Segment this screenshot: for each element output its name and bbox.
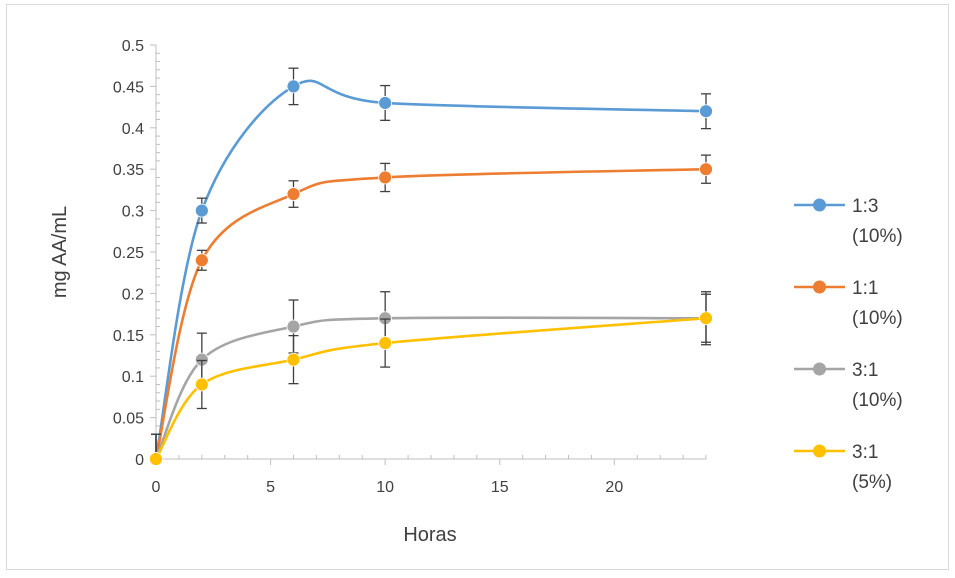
y-tick-label: 0.2: [122, 286, 144, 303]
series-line: [154, 316, 707, 460]
legend-entry-2: 1:1 (10%): [794, 278, 903, 329]
chart-frame: [6, 4, 949, 570]
data-point: [699, 162, 713, 177]
y-tick-label: 0.05: [113, 411, 144, 428]
y-tick-label: 0.35: [113, 162, 144, 179]
legend-label: 3:1 (10%): [852, 360, 903, 411]
series-1: [149, 67, 713, 466]
legend-label: 3:1 (5%): [852, 442, 892, 493]
legend-marker: [813, 198, 826, 212]
data-point: [194, 203, 209, 218]
legend-entry-3: 3:1 (10%): [794, 360, 903, 411]
legend-marker: [813, 444, 826, 458]
data-point: [699, 104, 713, 119]
y-tick-label: 0.3: [122, 204, 144, 221]
legend-entry-4: 3:1 (5%): [794, 442, 892, 493]
data-point: [699, 311, 713, 326]
y-tick-label: 0.4: [122, 121, 144, 138]
y-tick-label: 0.25: [113, 245, 144, 262]
x-tick-label: 20: [605, 479, 623, 496]
y-tick-label: 0.5: [122, 38, 144, 55]
legend-entry-1: 1:3 (10%): [794, 196, 903, 247]
axes: 0 0.05 0.1 0.15 0.2 0.25 0.3 0.35 0.4 0.45 0.5 0 5 10…: [113, 38, 707, 496]
legend-label: 1:3 (10%): [852, 196, 903, 247]
series-2: [149, 154, 713, 466]
x-tick-label: 0: [152, 479, 161, 496]
series-3: [149, 291, 713, 466]
data-point: [378, 336, 393, 350]
data-point: [194, 377, 209, 392]
y-tick-label: 0.1: [122, 369, 144, 386]
data-point: [286, 187, 301, 201]
data-point: [378, 170, 393, 185]
series-4: [149, 293, 713, 466]
data-point: [149, 452, 163, 466]
data-point: [286, 79, 301, 94]
y-axis-title: mg AA/mL: [49, 206, 71, 298]
x-tick-label: 10: [376, 479, 394, 496]
data-point: [194, 253, 209, 268]
y-tick-label: 0.45: [113, 79, 144, 96]
x-tick-label: 5: [266, 479, 275, 496]
series-line: [154, 167, 707, 460]
series-line: [154, 316, 707, 460]
legend-marker: [813, 362, 826, 376]
y-tick-label: 0.15: [113, 328, 144, 345]
x-axis-title: Horas: [403, 524, 456, 546]
data-point: [286, 319, 301, 334]
series-line: [154, 79, 707, 460]
series-layer: [149, 67, 713, 466]
legend-marker: [813, 280, 826, 294]
data-point: [378, 96, 393, 110]
legend-label: 1:1 (10%): [852, 278, 903, 329]
y-tick-label: 0: [135, 452, 144, 469]
data-point: [286, 352, 301, 367]
x-tick-label: 15: [491, 479, 509, 496]
legend: 1:3 (10%) 1:1 (10%) 3:1 (10%) 3:1 (5%): [794, 196, 903, 493]
